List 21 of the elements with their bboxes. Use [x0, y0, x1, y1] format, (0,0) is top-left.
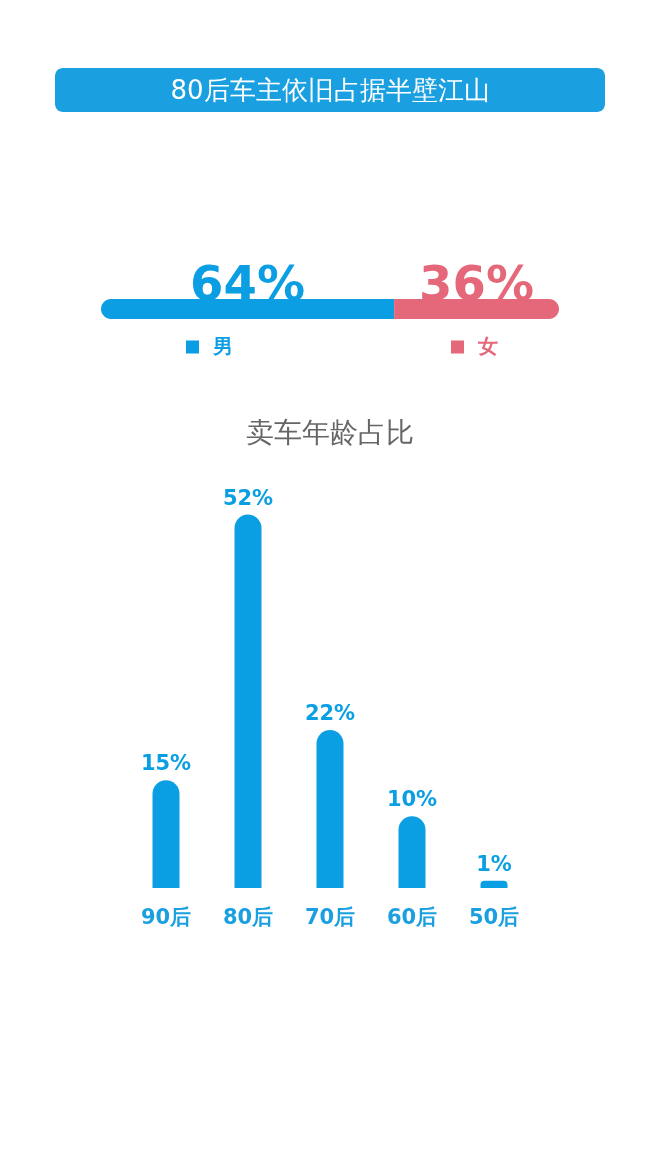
- x-tick-label: 90后: [140, 904, 192, 929]
- legend-label: 女: [476, 334, 498, 358]
- bar: [398, 816, 426, 888]
- bar: [234, 514, 262, 888]
- data-label: 36%: [419, 255, 535, 311]
- chart-title: 80后车主依旧占据半壁江山: [170, 75, 490, 105]
- x-tick-label: 70后: [304, 904, 356, 929]
- bar: [480, 880, 508, 888]
- data-label: 10%: [386, 787, 438, 812]
- legend-label: 男: [211, 334, 233, 358]
- data-label: 1%: [476, 851, 512, 876]
- bar: [316, 730, 344, 888]
- data-label: 52%: [222, 485, 274, 510]
- data-label: 22%: [304, 701, 356, 725]
- data-label: 64%: [190, 255, 306, 311]
- chart-title: 卖车年龄占比: [246, 415, 414, 449]
- data-label: 15%: [140, 751, 192, 776]
- x-tick-label: 50后: [468, 904, 520, 929]
- x-tick-label: 80后: [222, 904, 274, 929]
- bar: [152, 780, 180, 888]
- x-tick-label: 60后: [386, 904, 438, 929]
